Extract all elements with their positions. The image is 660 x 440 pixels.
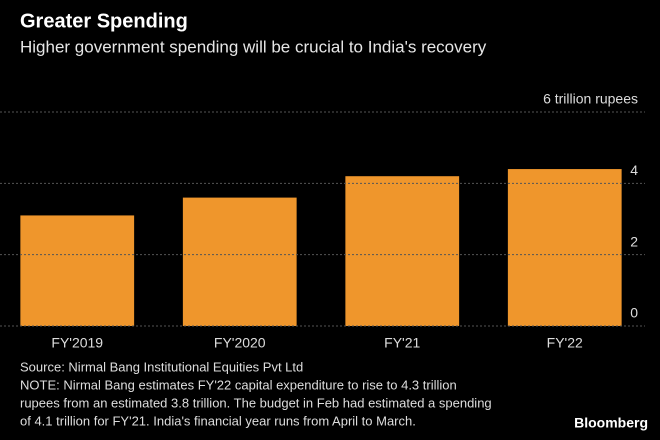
bar bbox=[182, 197, 297, 326]
y-tick-label: 0 bbox=[630, 305, 638, 321]
y-tick-label: 6 trillion rupees bbox=[543, 91, 638, 107]
credit: Bloomberg bbox=[574, 415, 648, 431]
bar bbox=[507, 169, 622, 326]
y-tick-label: 4 bbox=[630, 162, 638, 178]
x-tick-label: FY'2020 bbox=[214, 335, 266, 351]
bar bbox=[20, 215, 135, 326]
source: Source: Nirmal Bang Institutional Equiti… bbox=[20, 359, 303, 374]
chart-subtitle: Higher government spending will be cruci… bbox=[20, 37, 487, 56]
x-tick-label: FY'2019 bbox=[51, 335, 103, 351]
note-line: rupees from an estimated 3.8 trillion. T… bbox=[20, 395, 492, 410]
note-line: of 4.1 trillion for FY'21. India's finan… bbox=[20, 413, 416, 428]
x-tick-label: FY'21 bbox=[384, 335, 420, 351]
x-tick-label: FY'22 bbox=[547, 335, 583, 351]
chart-title: Greater Spending bbox=[20, 10, 188, 32]
note-line: NOTE: Nirmal Bang estimates FY'22 capita… bbox=[20, 377, 457, 392]
bar bbox=[345, 176, 460, 326]
y-tick-label: 2 bbox=[630, 233, 638, 249]
